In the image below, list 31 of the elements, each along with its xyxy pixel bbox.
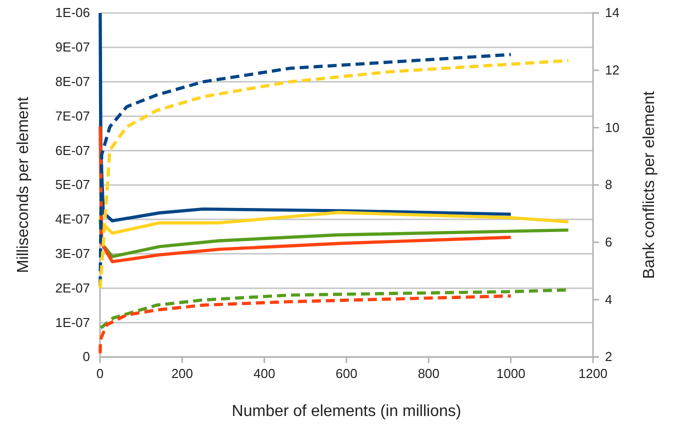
x-tick-label: 200: [171, 366, 194, 382]
line-series: [98, 294, 512, 355]
y2-tick-label: 12: [605, 62, 620, 78]
x-tick-label: 600: [336, 366, 358, 382]
x-axis-title: Number of elements (in millions): [232, 403, 462, 420]
y2-tick-label: 8: [605, 177, 612, 192]
y2-axis-title: Bank conflicts per element: [641, 90, 658, 279]
y2-tick-label: 14: [605, 5, 620, 20]
y-tick-label: 3E-07: [55, 246, 90, 261]
y-tick-label: 2E-07: [55, 280, 90, 296]
y-tick-label: 7E-07: [55, 108, 90, 124]
y-tick-label: 5E-07: [55, 177, 90, 192]
y-tick-label: 1E-06: [55, 5, 90, 20]
y-tick-label: 9E-07: [55, 40, 90, 55]
x-tick-label: 0: [96, 366, 104, 382]
x-tick-label: 400: [253, 366, 276, 382]
x-tick-label: 1000: [496, 366, 526, 382]
y-axis-title: Milliseconds per element: [15, 96, 32, 274]
y-tick-label: 1E-07: [55, 314, 90, 330]
y-tick-label: 8E-07: [55, 74, 90, 89]
line-series: [98, 58, 570, 290]
y-tick-label: 6E-07: [55, 142, 90, 158]
y2-tick-label: 4: [605, 292, 612, 307]
y2-tick-label: 10: [605, 120, 620, 135]
x-tick-label: 800: [418, 366, 440, 382]
x-tick-label: 1200: [578, 366, 608, 382]
y-tick-label: 4E-07: [55, 212, 90, 227]
y2-tick-label: 2: [605, 349, 612, 364]
y-tick-label: 0: [82, 349, 90, 364]
y2-tick-label: 6: [605, 234, 612, 250]
line-series: [98, 218, 570, 258]
